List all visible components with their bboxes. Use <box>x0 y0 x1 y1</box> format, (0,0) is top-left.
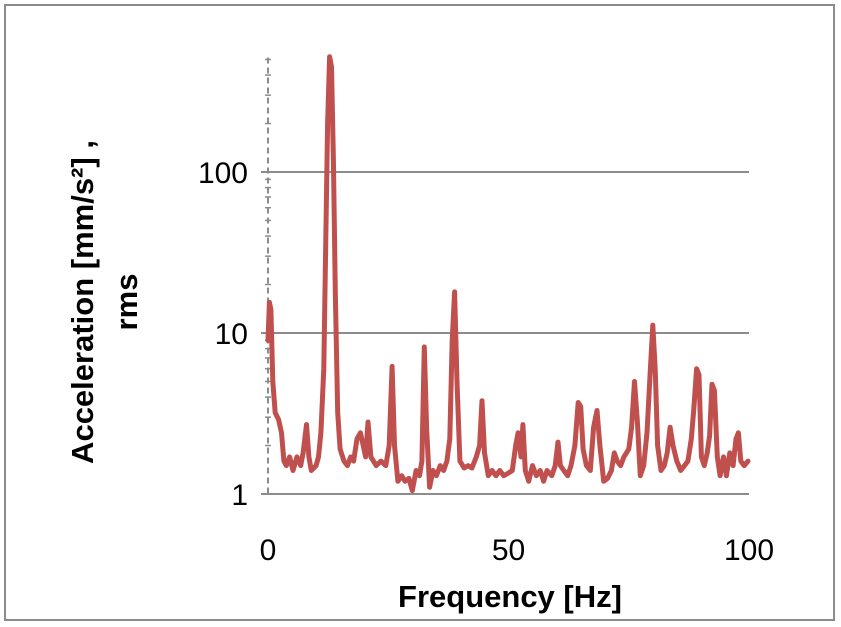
x-tick-label: 50 <box>492 534 525 567</box>
x-tick-label: 0 <box>260 534 277 567</box>
y-axis-title-line2: rms <box>109 274 144 331</box>
tick-label-layer: 1 10 100 0 50 100 <box>198 157 774 567</box>
series-layer <box>265 54 751 494</box>
y-tick-label: 1 <box>231 479 248 512</box>
y-tick-label: 10 <box>215 318 248 351</box>
y-axis-title-line1: Acceleration [mm/s²] , <box>65 140 100 464</box>
x-tick-label: 100 <box>724 534 774 567</box>
y-axis-title-group: Acceleration [mm/s²] , rms <box>65 140 144 464</box>
x-axis-title: Frequency [Hz] <box>398 579 622 614</box>
series-line-0 <box>265 54 751 494</box>
chart-frame <box>4 4 835 621</box>
grid-layer <box>268 171 749 334</box>
y-tick-label: 100 <box>198 157 248 190</box>
